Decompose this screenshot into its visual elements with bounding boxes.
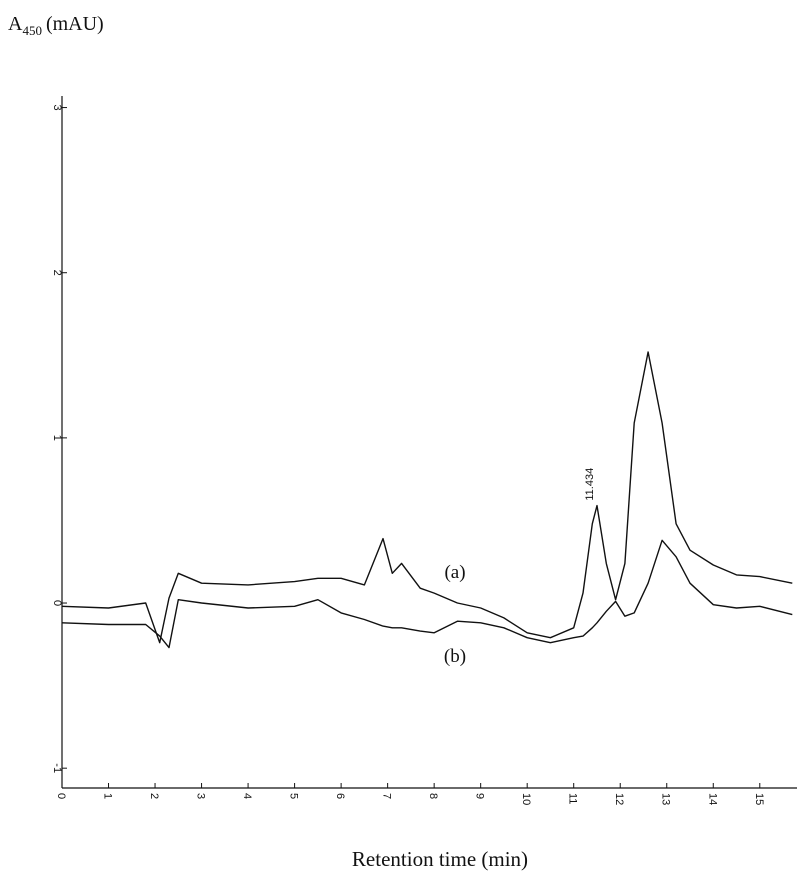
x-tick-label: 4 (241, 793, 253, 799)
y-label-base: A (8, 13, 23, 35)
y-label-sub: 450 (22, 23, 42, 38)
x-tick-label: 5 (288, 793, 300, 799)
x-tick-label: 14 (706, 793, 718, 805)
x-tick-label: 8 (427, 793, 439, 799)
y-tick-label: -1 (51, 763, 63, 773)
chart: A450(mAU) Retention time (min) -10123012… (0, 0, 808, 882)
series-label: (b) (444, 646, 466, 667)
series-label: (a) (444, 562, 465, 583)
y-tick-label: 2 (51, 270, 63, 276)
x-tick-label: 0 (55, 793, 67, 799)
annotation: 11.434 (584, 468, 596, 501)
x-tick-label: 13 (660, 793, 672, 805)
y-tick-label: 0 (51, 600, 63, 606)
series-line (62, 540, 792, 647)
x-tick-label: 15 (753, 793, 765, 805)
x-tick-label: 3 (195, 793, 207, 799)
series-line (62, 352, 792, 643)
y-axis-title: A450 (mAU) (8, 13, 104, 38)
x-axis-title: Retention time (min) (352, 847, 528, 871)
x-tick-label: 9 (474, 793, 486, 799)
x-tick-label: 12 (613, 793, 625, 805)
x-tick-label: 10 (520, 793, 532, 805)
x-tick-label: 1 (102, 793, 114, 799)
y-tick-label: 1 (51, 435, 63, 441)
y-label-unit: (mAU) (46, 13, 104, 35)
x-tick-label: 7 (381, 793, 393, 799)
y-tick-label: 3 (51, 104, 63, 110)
x-tick-label: 11 (567, 793, 579, 804)
x-tick-label: 6 (334, 793, 346, 799)
x-tick-label: 2 (148, 793, 160, 799)
